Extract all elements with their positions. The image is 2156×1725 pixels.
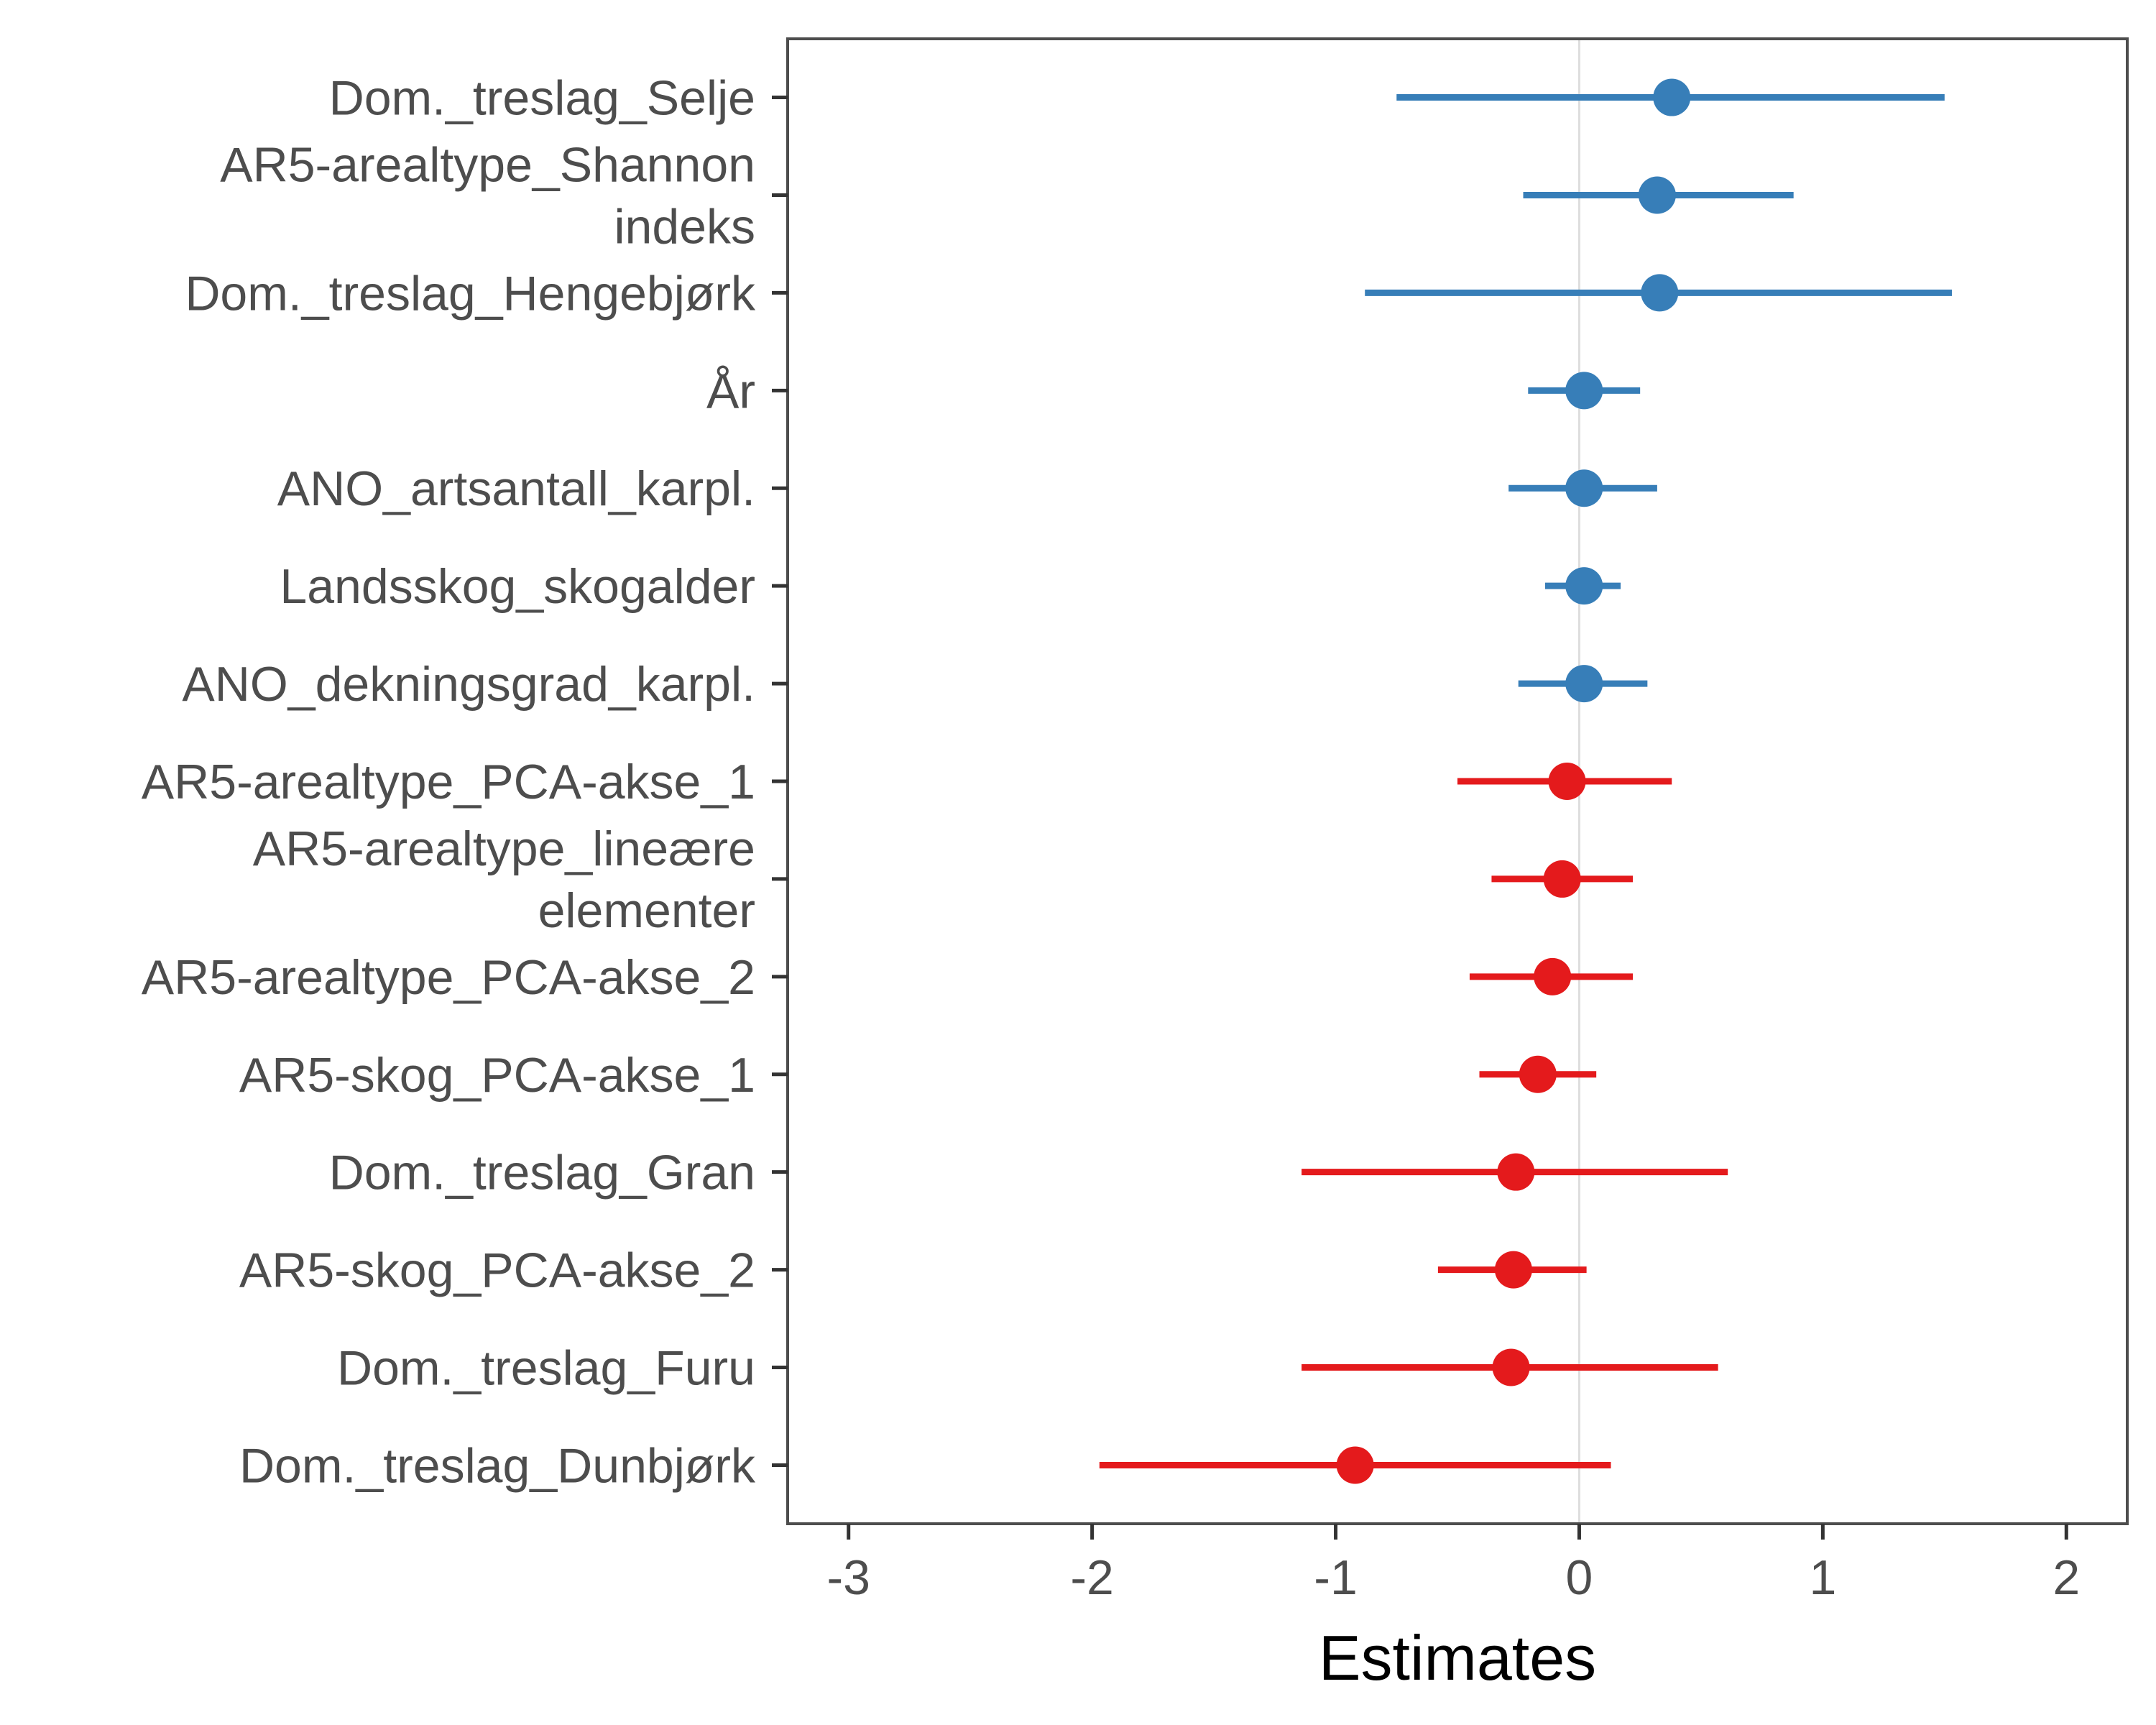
y-axis-label: Dom._treslag_Gran [329, 1146, 755, 1200]
x-axis-tick-label: -1 [1314, 1550, 1357, 1605]
y-axis-label-line: AR5-arealtype_PCA-akse_1 [142, 755, 755, 809]
y-axis-label-line: AR5-arealtype_Shannon [220, 137, 755, 192]
y-axis-label: År [706, 364, 755, 418]
point-estimate [1543, 860, 1581, 898]
y-axis-label-line: ANO_artsantall_karpl. [277, 461, 755, 516]
x-axis-tick-label: -2 [1070, 1550, 1113, 1605]
y-axis-label: Dom._treslag_Hengebjørk [185, 266, 756, 321]
y-axis-label-line: Dom._treslag_Dunbjørk [239, 1438, 756, 1493]
point-estimate [1497, 1153, 1535, 1191]
point-estimate [1336, 1446, 1374, 1484]
point-estimate [1519, 1055, 1557, 1093]
y-axis-label: AR5-skog_PCA-akse_1 [239, 1048, 755, 1103]
y-axis-label-line: AR5-arealtype_lineære [253, 822, 755, 876]
point-estimate [1534, 957, 1572, 995]
point-estimate [1565, 469, 1603, 507]
y-axis-label-line: År [706, 364, 755, 418]
x-axis-tick-label: 0 [1566, 1550, 1593, 1605]
y-axis-label-line: Dom._treslag_Hengebjørk [185, 266, 756, 321]
y-axis-label-line: ANO_dekningsgrad_karpl. [182, 657, 755, 712]
x-axis-tick-label: -3 [826, 1550, 870, 1605]
y-axis-label-line: AR5-skog_PCA-akse_1 [239, 1048, 755, 1103]
point-estimate [1641, 274, 1679, 312]
point-estimate [1565, 567, 1603, 605]
y-axis-label: ANO_artsantall_karpl. [277, 461, 755, 516]
point-estimate [1492, 1348, 1530, 1386]
y-axis-label: Dom._treslag_Dunbjørk [239, 1438, 756, 1493]
y-axis-label-line: AR5-arealtype_PCA-akse_2 [142, 950, 755, 1005]
x-axis-tick-label: 1 [1809, 1550, 1836, 1605]
y-axis-label: ANO_dekningsgrad_karpl. [182, 657, 755, 712]
y-axis-label-line: Dom._treslag_Furu [337, 1341, 755, 1396]
x-axis-title: Estimates [1319, 1622, 1596, 1693]
y-axis-label: Dom._treslag_Selje [329, 71, 755, 126]
y-axis-label: AR5-arealtype_PCA-akse_2 [142, 950, 755, 1005]
y-axis-label: Landsskog_skogalder [280, 559, 755, 614]
point-estimate [1638, 176, 1676, 214]
point-estimate [1565, 372, 1603, 410]
y-axis-label-line: Landsskog_skogalder [280, 559, 755, 614]
y-axis-label-line: Dom._treslag_Selje [329, 71, 755, 126]
y-axis-label-line: Dom._treslag_Gran [329, 1146, 755, 1200]
y-axis-label: AR5-arealtype_lineære elementer [253, 822, 755, 938]
point-estimate [1565, 665, 1603, 703]
point-estimate [1653, 78, 1691, 116]
y-axis-label-line: elementer [538, 883, 755, 938]
y-axis-label: Dom._treslag_Furu [337, 1341, 755, 1396]
y-axis-label-line: indeks [614, 199, 755, 254]
y-axis-label: AR5-arealtype_PCA-akse_1 [142, 755, 755, 809]
y-axis-label-line: AR5-skog_PCA-akse_2 [239, 1243, 755, 1298]
point-estimate [1494, 1251, 1532, 1289]
x-axis-tick-label: 2 [2053, 1550, 2080, 1605]
y-axis-label: AR5-skog_PCA-akse_2 [239, 1243, 755, 1298]
point-estimate [1548, 763, 1586, 800]
